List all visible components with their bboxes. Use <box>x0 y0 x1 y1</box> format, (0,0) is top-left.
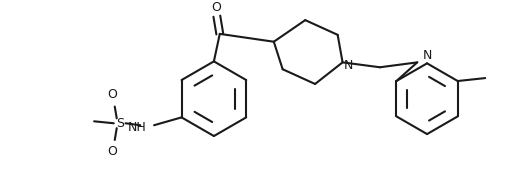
Text: O: O <box>211 1 221 14</box>
Text: O: O <box>107 145 117 158</box>
Text: S: S <box>115 117 124 130</box>
Text: N: N <box>344 59 353 72</box>
Text: NH: NH <box>128 121 146 134</box>
Text: O: O <box>107 88 117 101</box>
Text: N: N <box>422 49 432 62</box>
